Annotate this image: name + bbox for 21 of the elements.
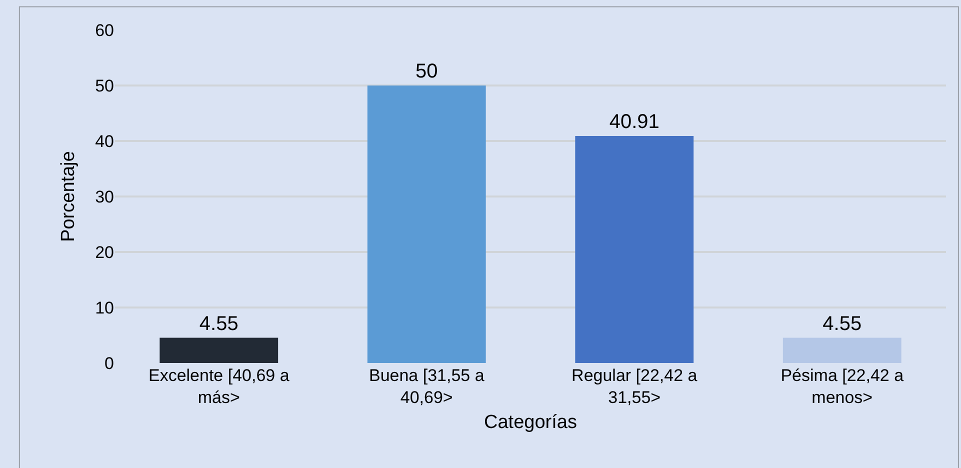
x-tick-label: Regular [22,42 a 31,55> [572,366,698,408]
y-tick-label: 40 [95,132,114,151]
data-label: 4.55 [199,312,238,335]
y-tick-label: 30 [95,187,114,206]
y-tick-label: 20 [95,242,114,262]
x-tick-label: Buena [31,55 a 40,69> [368,366,485,408]
y-tick-label: 10 [95,298,114,318]
x-tick-label: Excelente [40,69 a más> [148,366,290,408]
data-label: 40.91 [609,110,660,133]
x-tick-label: Pésima [22,42 a menos> [780,366,904,408]
y-tick-label: 50 [95,76,114,96]
y-tick-label: 0 [104,354,114,373]
bar [160,338,278,363]
x-axis-title: Categorías [484,412,577,433]
bar [367,86,486,363]
y-tick-label: 60 [95,20,114,40]
data-label: 4.55 [822,312,862,335]
y-axis-title: Porcentaje [58,151,79,242]
data-label: 50 [416,60,438,82]
bar [575,136,694,363]
bar [782,338,902,363]
